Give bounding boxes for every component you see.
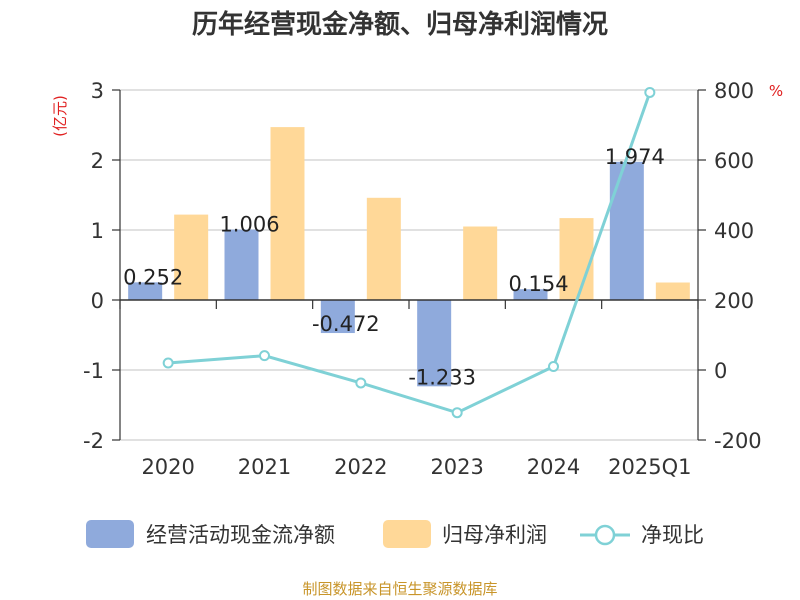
x-tick-label: 2023 <box>430 455 483 479</box>
legend-swatch-net-profit <box>383 520 431 548</box>
left-tick-label: -1 <box>83 359 104 383</box>
right-axis-unit: % <box>769 82 783 100</box>
data-label-cashflow: -1.233 <box>408 365 476 389</box>
left-tick-label: -2 <box>83 429 104 453</box>
data-label-cashflow: 0.252 <box>123 265 183 289</box>
right-axis: 800 600 400 200 0 -200 <box>698 79 762 453</box>
legend-item-ratio[interactable]: 净现比 <box>580 523 704 547</box>
data-labels: 0.252 1.006 -0.472 -1.233 0.154 1.974 <box>123 145 665 389</box>
ratio-point <box>162 357 174 369</box>
right-tick-label: 200 <box>714 289 754 313</box>
x-axis-labels: 2020 2021 2022 2023 2024 2025Q1 <box>141 455 691 479</box>
bars <box>128 127 690 387</box>
left-tick-label: 3 <box>91 79 104 103</box>
ratio-point <box>355 377 367 389</box>
left-tick-label: 0 <box>91 289 104 313</box>
x-tick-label: 2024 <box>527 455 580 479</box>
data-label-cashflow: 0.154 <box>508 272 568 296</box>
right-tick-label: -200 <box>714 429 762 453</box>
x-tick-label: 2025Q1 <box>608 455 691 479</box>
bar-cashflow <box>417 300 452 387</box>
bar-cashflow <box>224 229 259 300</box>
left-axis-unit: (亿元) <box>51 95 69 137</box>
legend-item-net-profit[interactable]: 归母净利润 <box>383 520 547 548</box>
legend-marker-ratio <box>594 524 616 546</box>
bar-net-profit <box>655 282 690 300</box>
legend-label-cashflow: 经营活动现金流净额 <box>146 523 335 547</box>
ratio-point <box>259 350 270 362</box>
legend-swatch-cashflow <box>86 520 134 548</box>
data-label-cashflow: -0.472 <box>312 312 380 336</box>
grid <box>120 89 698 441</box>
ratio-point <box>548 361 559 372</box>
x-tick-label: 2021 <box>238 455 291 479</box>
bar-cashflow <box>513 289 548 300</box>
right-tick-label: 400 <box>714 219 754 243</box>
left-tick-label: 1 <box>91 219 104 243</box>
axes <box>119 90 699 440</box>
bar-net-profit <box>366 197 401 300</box>
bar-net-profit <box>174 214 209 300</box>
left-axis: 3 2 1 0 -1 -2 <box>83 79 120 453</box>
legend: 经营活动现金流净额 归母净利润 净现比 <box>86 520 704 548</box>
right-tick-label: 600 <box>714 149 754 173</box>
bar-cashflow <box>609 161 644 300</box>
ratio-point <box>451 407 463 419</box>
ratio-line-path <box>168 91 652 415</box>
right-tick-label: 800 <box>714 79 754 103</box>
bar-cashflow <box>128 282 163 300</box>
bar-cashflow <box>320 300 355 334</box>
ratio-line <box>162 86 656 419</box>
data-label-cashflow: 1.974 <box>605 145 665 169</box>
legend-item-cashflow[interactable]: 经营活动现金流净额 <box>86 520 335 548</box>
legend-label-ratio: 净现比 <box>641 523 704 547</box>
left-tick-label: 2 <box>91 149 104 173</box>
bar-net-profit <box>270 127 305 300</box>
source-note: 制图数据来自恒生聚源数据库 <box>302 580 497 598</box>
chart-title: 历年经营现金净额、归母净利润情况 <box>192 9 608 40</box>
right-tick-label: 0 <box>714 359 727 383</box>
x-tick-label: 2020 <box>141 455 194 479</box>
legend-label-net-profit: 归母净利润 <box>442 523 547 547</box>
bar-net-profit <box>559 218 594 300</box>
ratio-point <box>644 86 656 98</box>
data-label-cashflow: 1.006 <box>219 213 279 237</box>
x-tick-label: 2022 <box>334 455 387 479</box>
bar-net-profit <box>463 226 498 300</box>
